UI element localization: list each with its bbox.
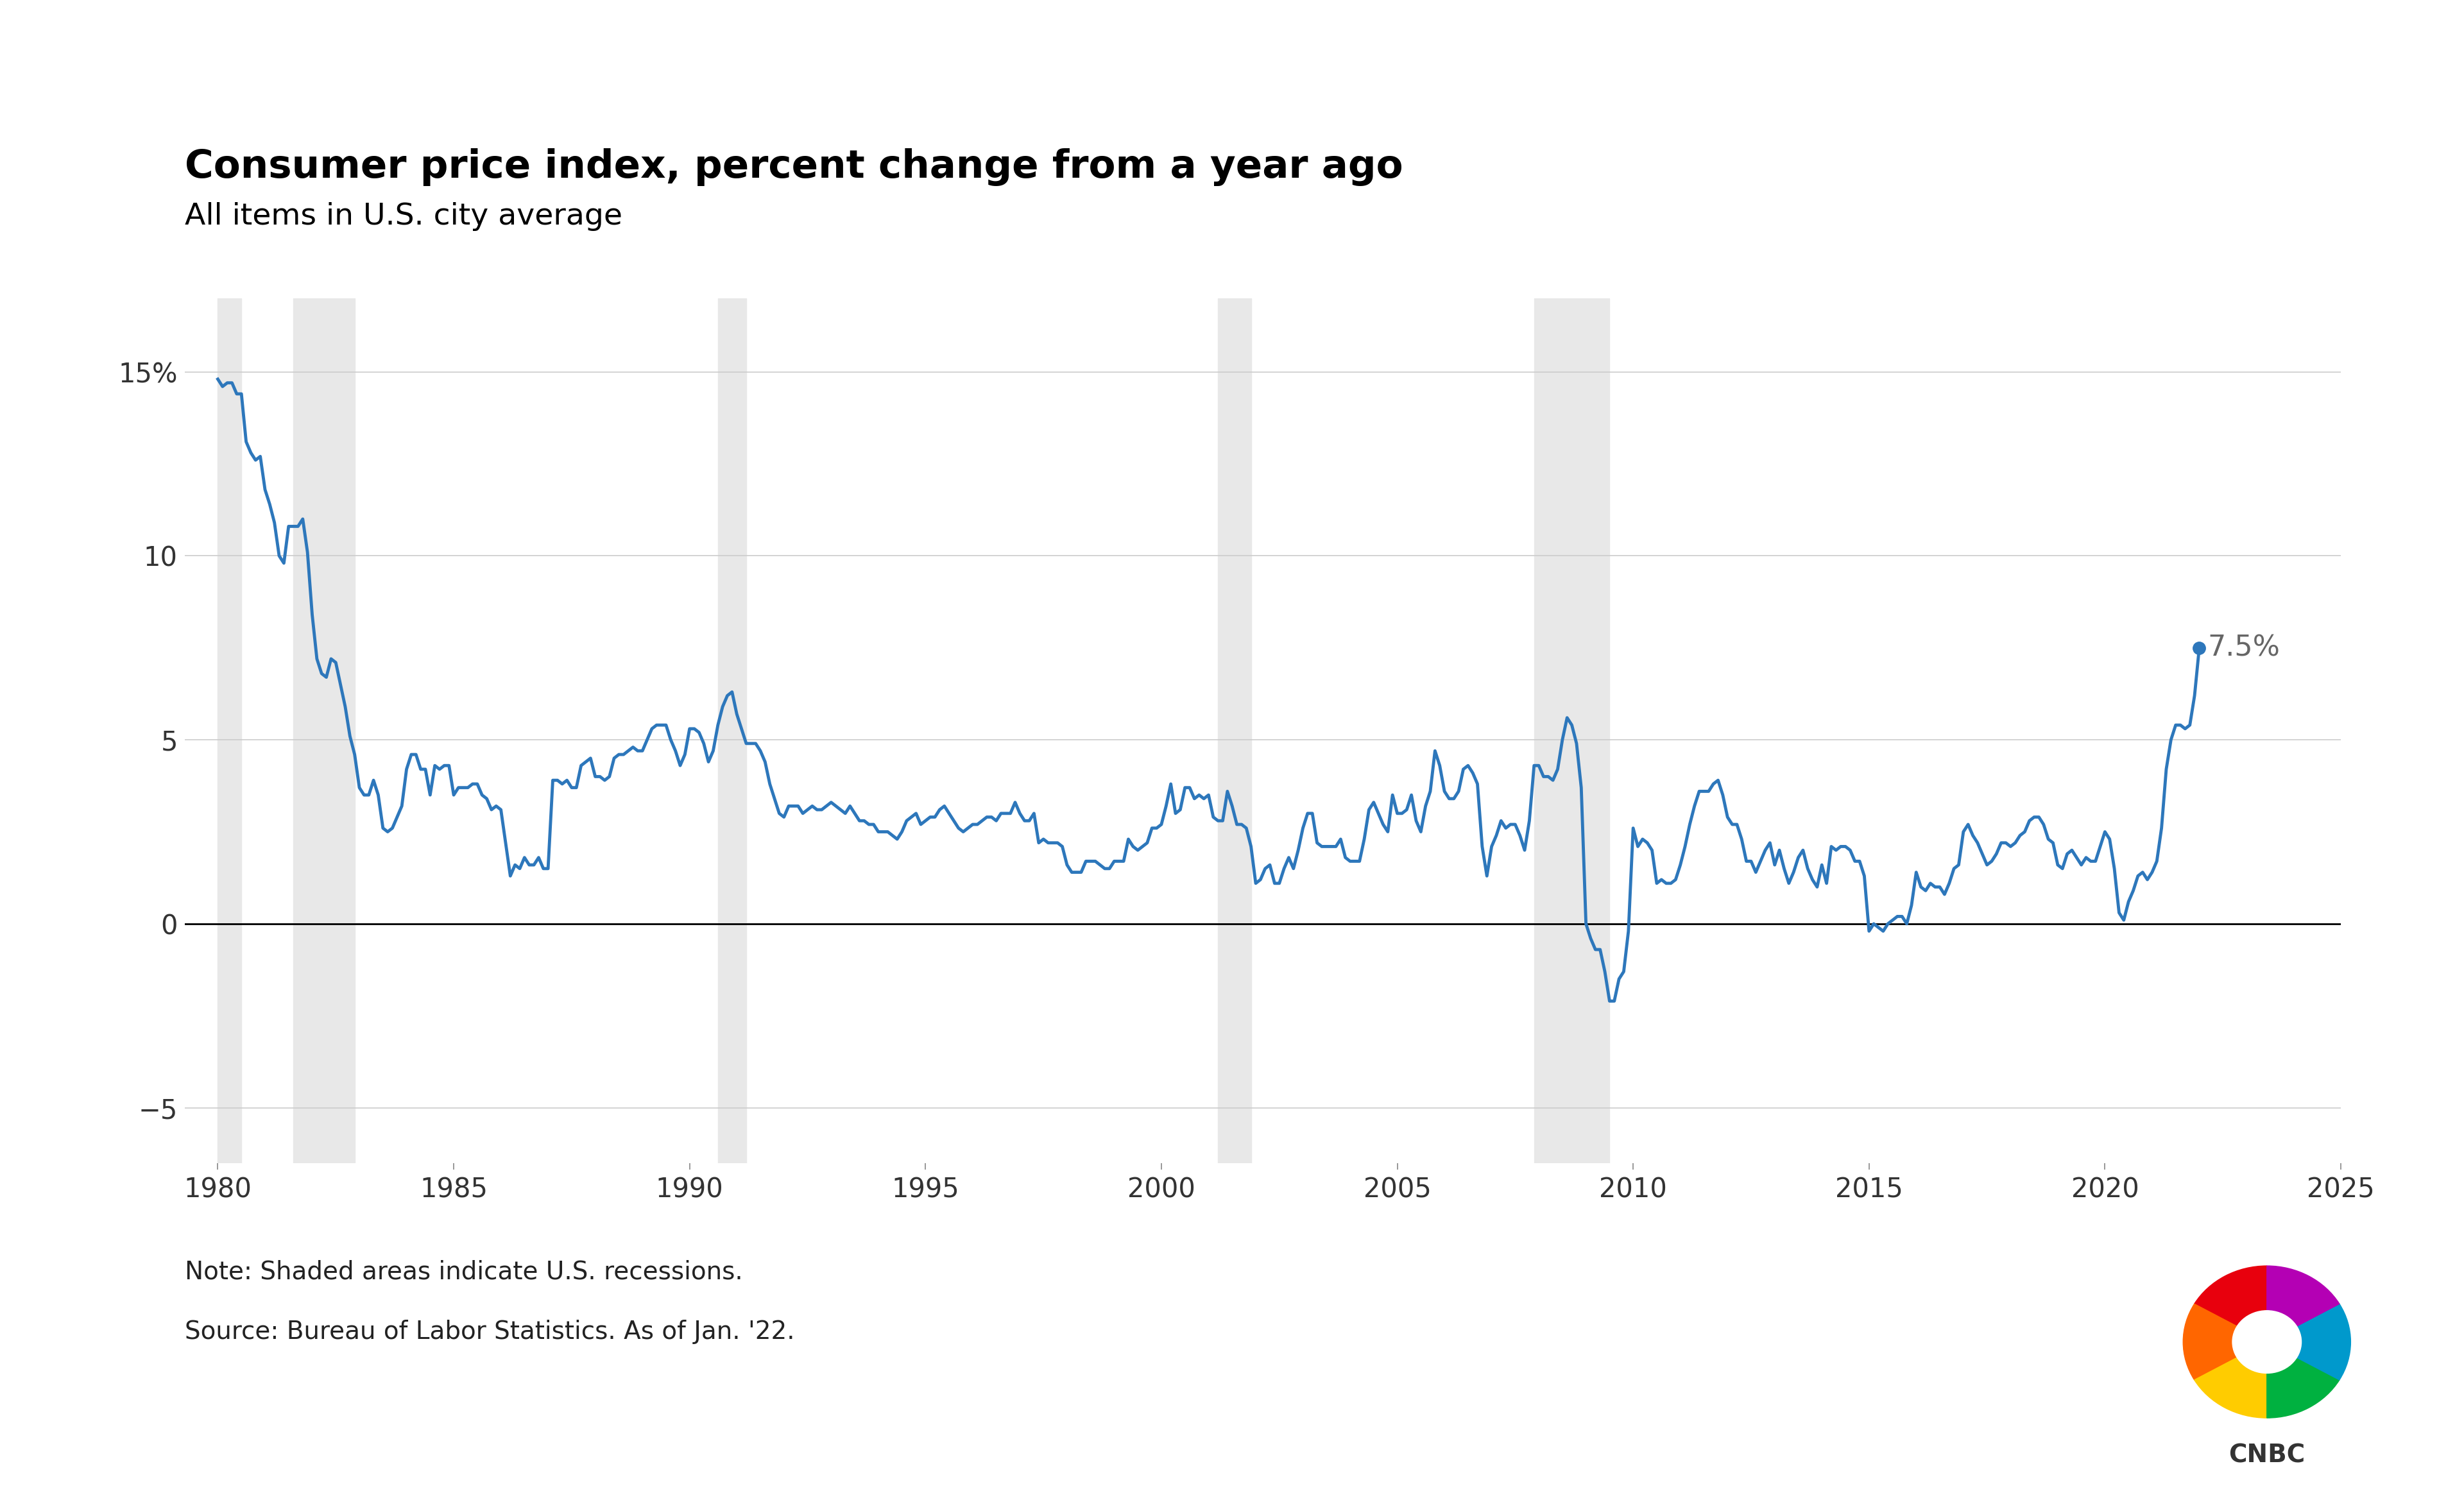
Wedge shape <box>2195 1266 2267 1342</box>
Wedge shape <box>2183 1303 2267 1381</box>
Text: Consumer price index, percent change from a year ago: Consumer price index, percent change fro… <box>185 149 1402 186</box>
Bar <box>217 298 241 1163</box>
Bar <box>1217 298 1252 1163</box>
Wedge shape <box>2195 1342 2267 1418</box>
Circle shape <box>2232 1311 2301 1373</box>
Text: Note: Shaded areas indicate U.S. recessions.: Note: Shaded areas indicate U.S. recessi… <box>185 1260 742 1284</box>
Wedge shape <box>2267 1303 2351 1381</box>
Text: 7.5%: 7.5% <box>2208 634 2279 662</box>
Bar <box>1535 298 1609 1163</box>
Text: Source: Bureau of Labor Statistics. As of Jan. '22.: Source: Bureau of Labor Statistics. As o… <box>185 1320 796 1343</box>
Wedge shape <box>2267 1342 2338 1418</box>
Wedge shape <box>2267 1266 2338 1342</box>
Text: All items in U.S. city average: All items in U.S. city average <box>185 203 623 231</box>
Text: CNBC: CNBC <box>2227 1443 2306 1467</box>
Bar <box>293 298 355 1163</box>
Bar <box>717 298 747 1163</box>
